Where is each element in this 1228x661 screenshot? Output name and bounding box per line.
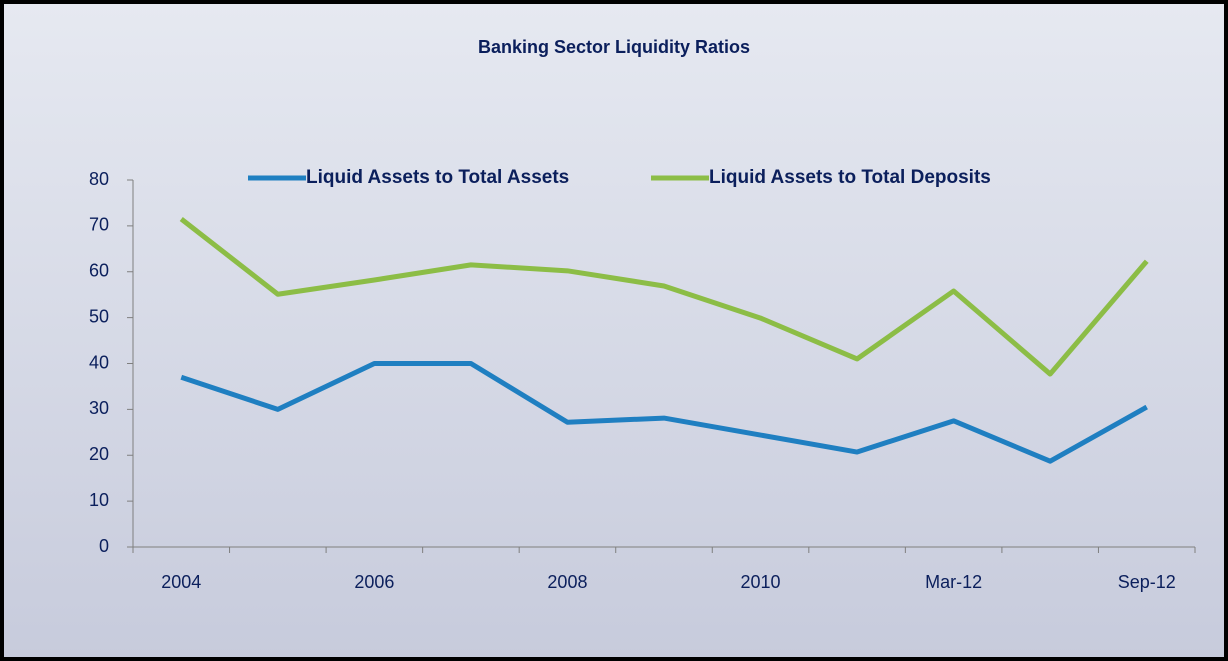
x-tick-label: 2004 (161, 572, 201, 592)
x-tick-label: Mar-12 (925, 572, 982, 592)
y-tick-label: 0 (99, 536, 109, 556)
x-tick-label: Sep-12 (1118, 572, 1176, 592)
y-tick-label: 10 (89, 490, 109, 510)
y-tick-label: 20 (89, 444, 109, 464)
legend-label: Liquid Assets to Total Assets (306, 167, 569, 188)
y-tick-label: 80 (89, 169, 109, 189)
y-tick-label: 50 (89, 306, 109, 326)
legend: Liquid Assets to Total Assets Liquid Asse… (248, 167, 991, 188)
chart-title: Banking Sector Liquidity Ratios (478, 37, 750, 57)
series-line (179, 217, 1149, 377)
x-tick-label: 2010 (741, 572, 781, 592)
legend-label: Liquid Assets to Total Deposits (709, 167, 991, 188)
y-tick-label: 60 (89, 261, 109, 281)
x-tick-label: 2006 (354, 572, 394, 592)
y-tick-label: 40 (89, 352, 109, 372)
x-tick-label: 2008 (547, 572, 587, 592)
y-tick-label: 70 (89, 215, 109, 235)
series-line (180, 361, 1148, 464)
y-tick-label: 30 (89, 398, 109, 418)
